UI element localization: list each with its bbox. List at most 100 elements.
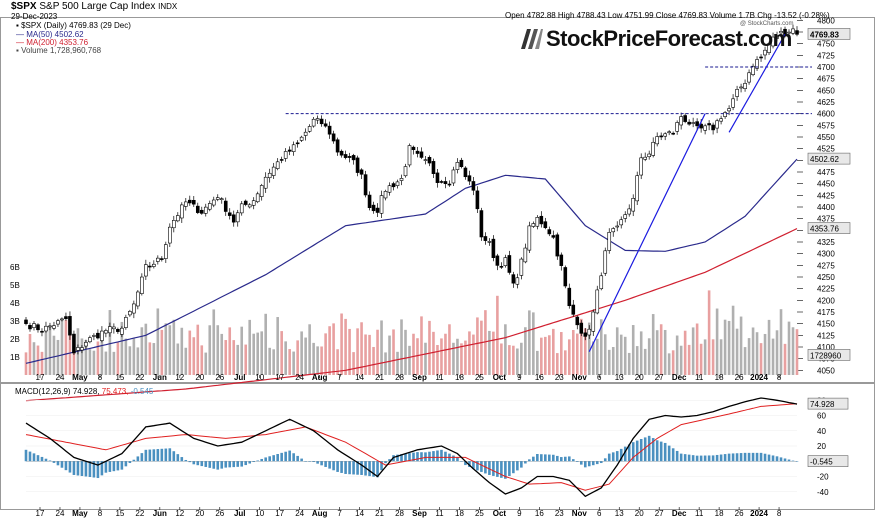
macd-histogram-bar [711, 455, 715, 462]
macd-histogram-bar [492, 461, 495, 476]
macd-histogram-bar [544, 454, 547, 462]
macd-histogram-bar [324, 461, 327, 467]
candle-body [195, 205, 200, 213]
candle-body [172, 220, 176, 229]
macd-histogram-bar [196, 461, 200, 466]
volume-bar [364, 334, 367, 375]
volume-bar [587, 322, 591, 375]
macd-histogram-bar [783, 458, 787, 462]
candle-body [539, 215, 544, 225]
price-x-label: 11 [695, 373, 704, 382]
macd-histogram-bar [172, 451, 176, 462]
candle-body [287, 149, 292, 152]
volume-bar [571, 329, 575, 375]
volume-bar [168, 325, 172, 375]
candle-body [587, 328, 592, 336]
macd-histogram-bar [731, 453, 735, 462]
macd-histogram-bar [88, 461, 92, 478]
volume-bar [432, 331, 435, 375]
price-x-label: 26 [735, 373, 744, 382]
volume-bar [268, 347, 271, 375]
candle-body [68, 316, 72, 336]
macd-histogram-bar [440, 449, 443, 462]
candle-body [227, 212, 232, 216]
volume-bar [280, 331, 283, 375]
macd-histogram-bar [779, 457, 783, 462]
macd-histogram-bar [540, 454, 543, 462]
volume-bar [536, 350, 539, 375]
macd-histogram-bar [200, 461, 204, 467]
volume-bar [671, 350, 675, 375]
watermark: StockPriceForecast.com [521, 26, 792, 52]
price-tick-label: 4375 [817, 215, 835, 224]
candle-body [144, 264, 148, 277]
candle-body [747, 72, 751, 83]
macd-tick-label: 20 [817, 442, 826, 451]
candle-body [743, 83, 747, 90]
volume-bar [444, 333, 447, 375]
price-x-label: 20 [635, 373, 644, 382]
macd-x-label: 24 [56, 509, 65, 518]
candle-body [104, 330, 108, 334]
candle-body [259, 185, 264, 197]
price-x-label: 25 [475, 373, 484, 382]
macd-x-label: 17 [36, 509, 45, 518]
volume-bar [711, 339, 715, 375]
volume-bar [196, 324, 200, 375]
candle-body [795, 30, 799, 35]
macd-histogram-bar [124, 461, 128, 467]
candle-body [407, 145, 412, 166]
macd-histogram-bar [532, 456, 535, 462]
volume-bar [284, 341, 287, 375]
macd-x-label: 7 [337, 509, 342, 518]
volume-bar [627, 352, 631, 375]
candle-body [735, 89, 739, 97]
candle-body [527, 225, 532, 251]
volume-bar [480, 320, 483, 375]
price-tick-label: 4100 [817, 343, 835, 352]
trendline [588, 113, 706, 352]
price-x-label: May [72, 373, 88, 382]
price-x-label: 7 [337, 373, 342, 382]
price-tick-label: 4600 [817, 110, 835, 119]
macd-histogram-bar [156, 449, 160, 462]
candle-body [391, 183, 396, 188]
candle-body [379, 195, 384, 214]
candle-body [427, 156, 432, 164]
volume-bar [308, 324, 311, 375]
candle-body [535, 217, 540, 227]
candle-body [591, 311, 596, 332]
candle-body [551, 235, 556, 238]
macd-histogram-bar [460, 461, 463, 462]
macd-histogram-bar [520, 461, 523, 468]
candle-body [335, 139, 340, 153]
volume-bar [615, 327, 619, 375]
macd-histogram-bar [132, 459, 136, 462]
volume-bar [420, 316, 423, 375]
price-x-label: 27 [655, 373, 664, 382]
macd-histogram-bar [699, 455, 703, 462]
volume-bar [779, 309, 783, 375]
volume-bar [408, 345, 411, 375]
macd-histogram-bar [36, 455, 40, 462]
volume-bar [164, 323, 168, 375]
candle-body [455, 162, 460, 170]
price-tick-label: 4325 [817, 238, 835, 247]
macd-histogram-bar [28, 451, 32, 462]
macd-histogram-bar [679, 453, 683, 462]
candle-body [76, 347, 80, 351]
macd-histogram-bar [104, 461, 108, 473]
macd-axis-tag-label: -0.545 [810, 458, 833, 467]
candle-body [64, 316, 68, 319]
volume-bar [320, 346, 323, 375]
price-axis-tag-label: 4769.83 [810, 30, 839, 39]
volume-bar [68, 332, 72, 375]
candle-body [179, 204, 184, 219]
price-x-label: 8 [98, 373, 103, 382]
macd-histogram-bar [795, 461, 799, 462]
macd-histogram-bar [48, 460, 52, 462]
price-x-label: 6 [597, 373, 602, 382]
candle-body [84, 342, 88, 347]
macd-x-label: 26 [215, 509, 224, 518]
candle-body [491, 238, 496, 258]
